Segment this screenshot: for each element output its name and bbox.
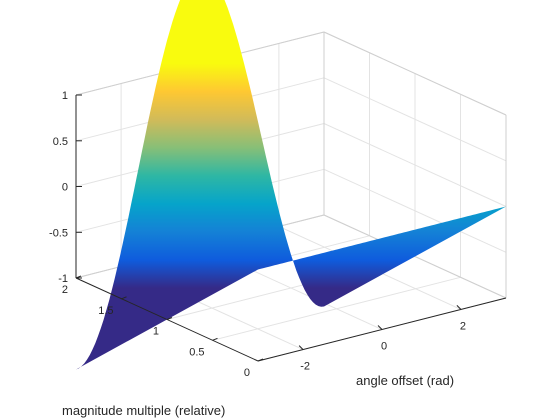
- x-axis-label: angle offset (rad): [356, 373, 454, 388]
- y-tick: [212, 337, 218, 341]
- y-tick: [166, 317, 173, 320]
- y-tick-label: 1.5: [98, 305, 113, 317]
- z-tick-label: -1: [58, 273, 68, 285]
- y-axis-label: magnitude multiple (relative): [62, 403, 225, 418]
- z-tick-label: 1: [62, 90, 68, 102]
- x-tick: [298, 345, 304, 350]
- y-tick-label: 0: [244, 367, 250, 379]
- x-tick-label: 2: [460, 320, 466, 332]
- z-tick-label: 0.5: [53, 136, 68, 148]
- tick-labels: -1 -0.5 0 0.5 1 0 0.5 1 1.5 2 -2 0 2: [49, 90, 507, 379]
- surface-patch: [76, 0, 506, 370]
- x-tick: [456, 305, 462, 310]
- z-tick-label: -0.5: [49, 227, 68, 239]
- y-tick: [257, 358, 264, 362]
- grid-line-m-floor: [212, 276, 461, 341]
- x-tick-label: 0: [381, 341, 387, 353]
- x-tick-label: -2: [300, 361, 310, 373]
- x-tick: [377, 325, 383, 330]
- y-tick-label: 0.5: [189, 346, 204, 358]
- z-tick-label: 0: [62, 182, 68, 194]
- y-tick-label: 2: [62, 284, 68, 296]
- box-edge: [323, 31, 507, 116]
- surface: [76, 0, 506, 370]
- y-tick: [75, 275, 82, 279]
- y-tick: [121, 296, 127, 300]
- y-tick-label: 1: [153, 326, 159, 338]
